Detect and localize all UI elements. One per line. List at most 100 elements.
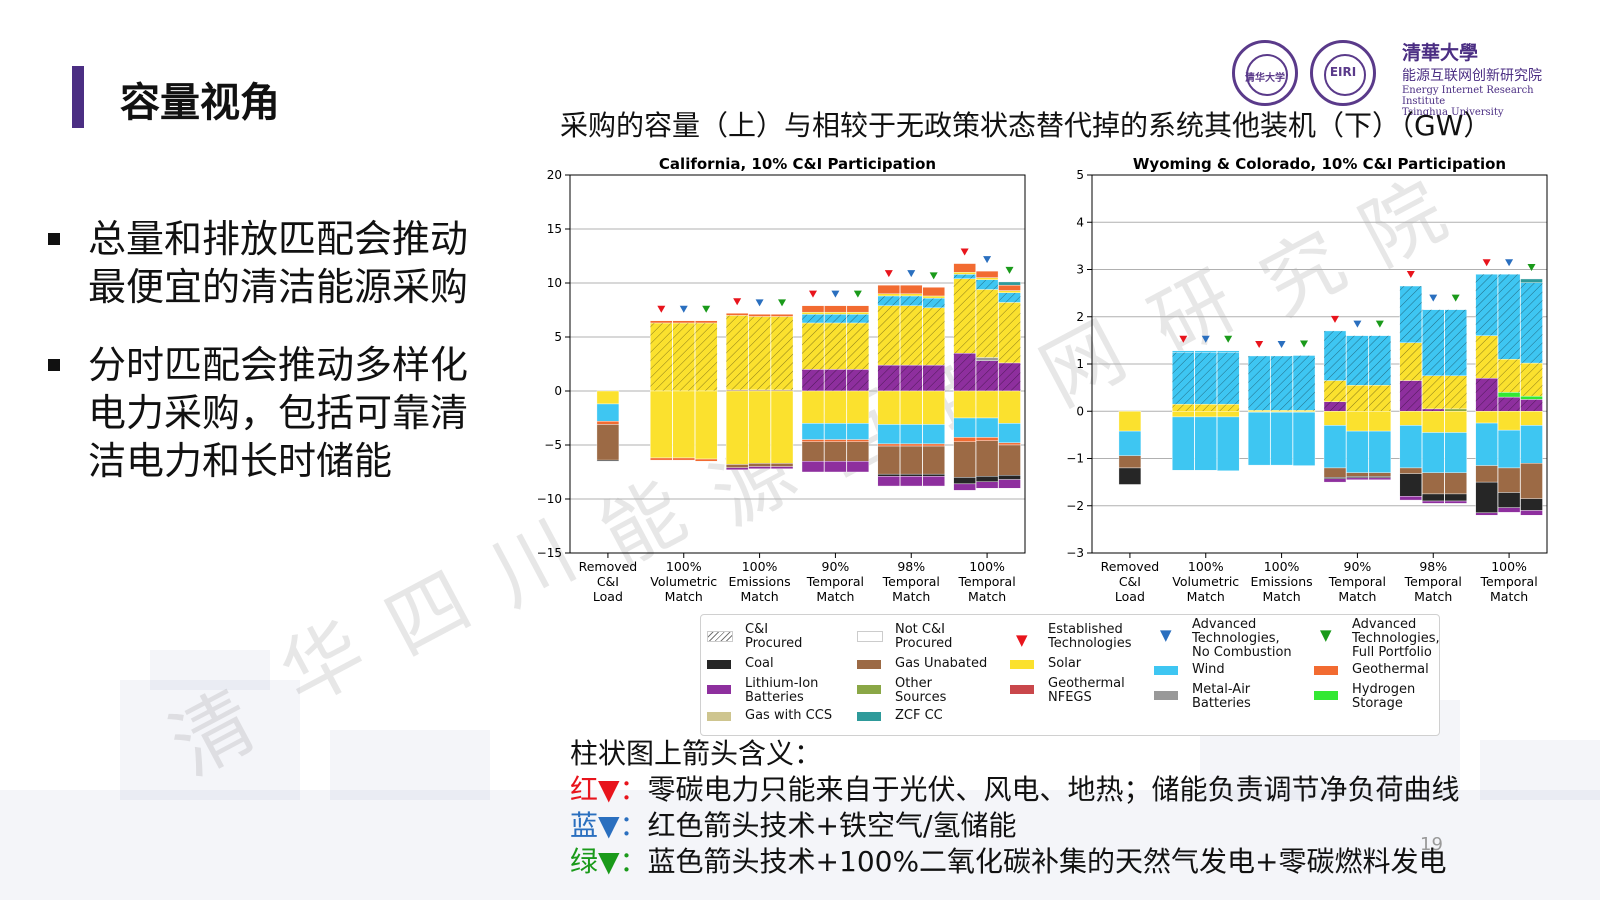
x-tick-label: C&I	[1119, 574, 1141, 589]
legend-swatch	[1010, 685, 1034, 694]
bar-segment	[1399, 473, 1423, 497]
arrow-green-icon	[1375, 320, 1384, 328]
bar-segment	[801, 390, 825, 424]
y-tick-label: 5	[554, 330, 562, 344]
legend-label-line: Solar	[1048, 656, 1082, 671]
procured-hatch	[801, 322, 824, 370]
procured-hatch	[1172, 404, 1195, 412]
procured-hatch	[801, 369, 824, 391]
legend-label-line: Gas with CCS	[745, 708, 833, 723]
procured-hatch	[1248, 410, 1271, 412]
bar-segment	[1323, 411, 1347, 426]
legend-label: C&I Procured	[745, 623, 802, 651]
bar-segment	[596, 403, 620, 422]
bar-segment	[1422, 493, 1445, 502]
legend-label: Gas with CCS	[745, 709, 832, 723]
procured-hatch	[1217, 404, 1240, 412]
x-tick-label: Temporal	[1479, 574, 1537, 589]
arrow-green-icon	[702, 305, 711, 313]
bullet-item: 总量和排放匹配会推动 最便宜的清洁能源采购	[40, 215, 500, 311]
bar-segment	[877, 293, 901, 297]
bar-segment	[650, 390, 673, 459]
legend-label-line: Hydrogen	[1352, 682, 1416, 697]
bar-segment	[1497, 492, 1521, 508]
bar-segment	[922, 390, 945, 425]
bar-segment	[1399, 496, 1423, 501]
procured-hatch	[953, 274, 976, 279]
bar-segment	[1216, 416, 1240, 471]
bar-segment	[1497, 411, 1521, 431]
legend-label: Not C&I Procured	[895, 623, 952, 651]
procured-hatch	[650, 322, 673, 391]
bar-segment	[1475, 481, 1498, 514]
x-tick-label: 90%	[1344, 559, 1372, 574]
bar-segment	[801, 461, 825, 473]
arrow-notes: 柱状图上箭头含义： 红▼：零碳电力只能来自于光伏、风电、地热；储能负责调节净负荷…	[570, 736, 1570, 880]
bullet-square-icon	[48, 233, 60, 245]
bar-segment	[998, 284, 1021, 291]
bar-segment	[1399, 425, 1423, 469]
bar-segment	[596, 390, 620, 405]
bar-segment	[1292, 411, 1316, 466]
bar-segment	[922, 287, 945, 297]
bar-segment	[672, 390, 695, 459]
bar-segment	[975, 437, 999, 441]
bar-segment	[953, 417, 976, 438]
bar-segment	[953, 441, 976, 478]
procured-hatch	[1498, 397, 1521, 412]
bar-segment	[998, 475, 1021, 480]
bar-segment	[900, 445, 923, 475]
procured-hatch	[1498, 274, 1521, 360]
bar-segment	[1247, 411, 1271, 466]
arrow-blue-icon	[679, 305, 688, 313]
procured-hatch	[1475, 378, 1498, 412]
institute-name-en: Energy Internet Research Institute	[1402, 85, 1534, 107]
procured-hatch	[900, 305, 923, 366]
arrow-blue-icon	[907, 270, 916, 278]
bar-segment	[1346, 411, 1369, 432]
note-row-blue: 蓝▼：红色箭头技术+铁空气/氢储能	[570, 808, 1570, 844]
bar-segment	[1118, 411, 1142, 432]
bar-segment	[1475, 512, 1498, 516]
y-tick-label: −1	[1066, 452, 1084, 466]
legend-label-line: Not C&I	[895, 622, 945, 637]
procured-hatch	[953, 353, 976, 391]
legend-label: Gas Unabated	[895, 657, 987, 671]
y-tick-label: 10	[547, 276, 562, 290]
bar-segment	[877, 473, 901, 477]
bar-segment	[998, 444, 1021, 476]
bar-segment	[748, 463, 771, 467]
x-tick-label: Emissions	[729, 574, 791, 589]
bar-segment	[1346, 430, 1369, 473]
procured-hatch	[846, 369, 869, 391]
bar-segment	[824, 441, 847, 462]
arrow-red-icon	[808, 290, 817, 298]
note-row-green: 绿▼：蓝色箭头技术+100%二氧化碳补集的天然气发电+零碳燃料发电	[570, 844, 1570, 880]
x-tick-label: Temporal	[957, 574, 1015, 589]
bar-segment	[998, 442, 1021, 446]
legend-label-line: Full Portfolio	[1352, 645, 1432, 660]
bar-segment	[922, 476, 945, 487]
procured-hatch	[1520, 363, 1543, 397]
arrow-green-icon	[1224, 335, 1233, 343]
bar-segment	[694, 320, 718, 324]
bar-segment	[1520, 510, 1543, 516]
bullet-line: 最便宜的清洁能源采购	[88, 265, 469, 309]
bar-segment	[1497, 467, 1521, 493]
bar-segment	[1172, 411, 1195, 418]
chart-header: 采购的容量（上）与相较于无政策状态替代掉的系统其他装机（下）（GW）	[560, 109, 1492, 142]
x-tick-label: Match	[665, 589, 703, 604]
bullet-line: 分时匹配会推动多样化	[88, 343, 469, 387]
bar-segment	[1422, 472, 1445, 495]
bar-segment	[922, 445, 945, 475]
watermark-char: 华	[265, 603, 381, 724]
bar-segment	[900, 473, 923, 477]
legend-label-line: Batteries	[745, 690, 804, 705]
x-tick-label: Volumetric	[650, 574, 717, 589]
legend-label-line: Coal	[745, 656, 774, 671]
bar-segment	[1216, 350, 1240, 353]
bar-segment	[770, 314, 794, 317]
legend-swatch	[1154, 691, 1178, 700]
eiri-seal-logo: EIRI	[1310, 40, 1376, 106]
x-tick-label: Load	[1115, 589, 1145, 604]
